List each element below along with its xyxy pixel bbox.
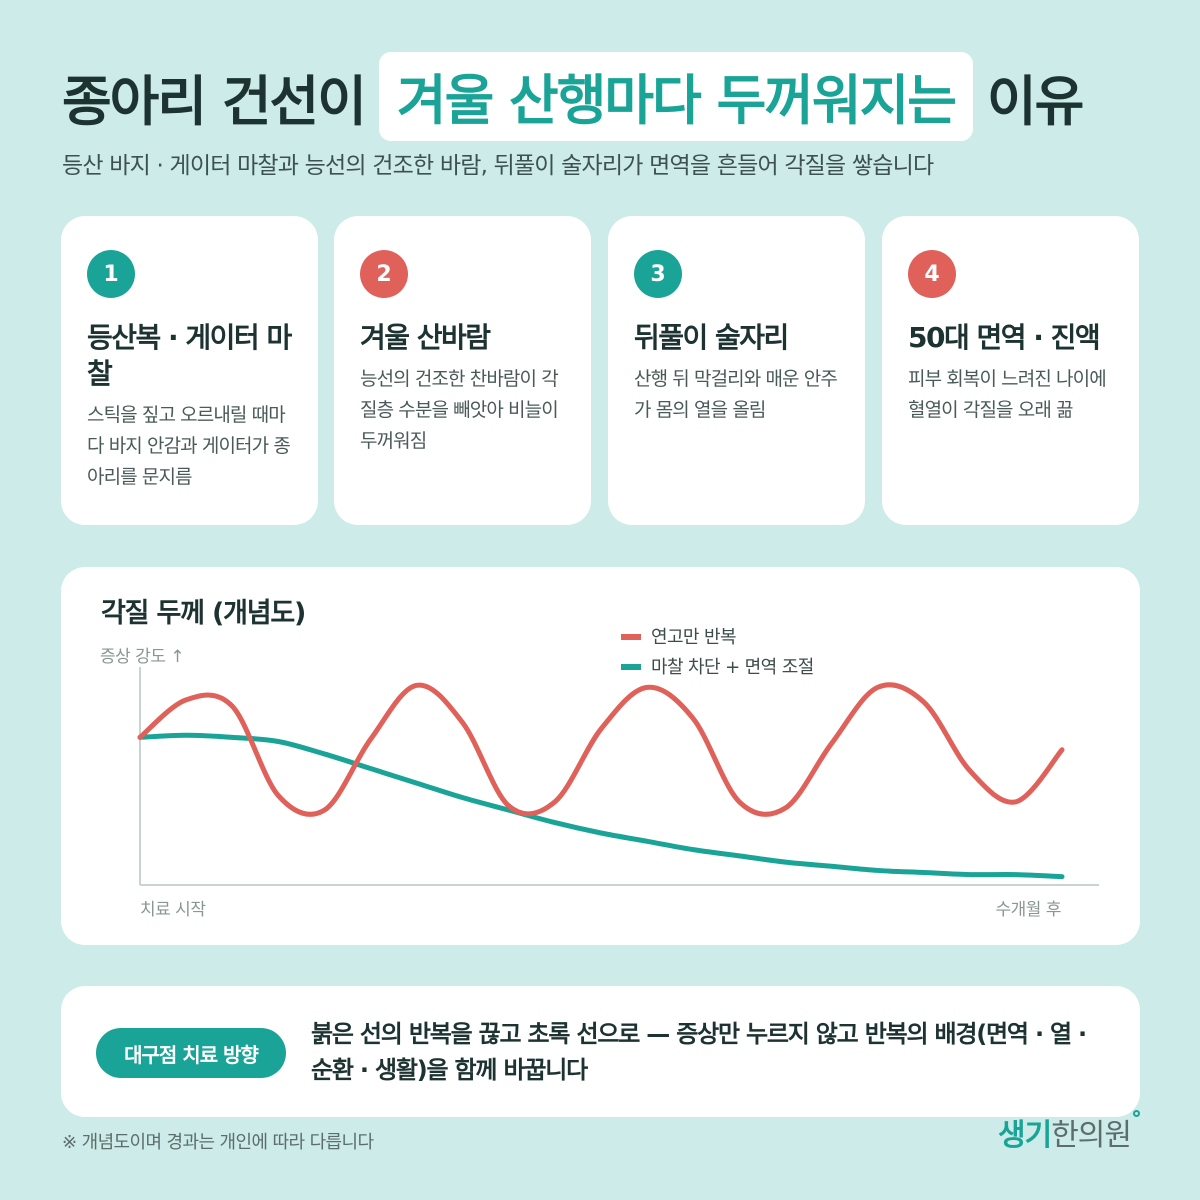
cause-card-4: 4 50대 면역 · 진액 피부 회복이 느려진 나이에 혈열이 각질을 오래 … bbox=[882, 216, 1139, 525]
card-number-badge: 3 bbox=[634, 250, 682, 298]
x-axis-end-label: 수개월 후 bbox=[996, 900, 1061, 920]
card-number-badge: 4 bbox=[908, 250, 956, 298]
card-description: 피부 회복이 느려진 나이에 혈열이 각질을 오래 끎 bbox=[908, 368, 1107, 421]
card-number-badge: 1 bbox=[87, 250, 135, 298]
card-title: 50대 면역 · 진액 bbox=[908, 321, 1101, 354]
cause-card-2: 2 겨울 산바람 능선의 건조한 찬바람이 각질층 수분을 빼앗아 비늘이 두꺼… bbox=[334, 216, 591, 525]
card-title: 등산복 · 게이터 마찰 bbox=[87, 321, 292, 390]
treatment-pill: 대구점 치료 방향 bbox=[96, 1028, 286, 1078]
logo-part2: 한의원 bbox=[1051, 1118, 1132, 1153]
card-title: 뒤풀이 술자리 bbox=[634, 321, 789, 354]
title-suffix: 이유 bbox=[986, 70, 1084, 133]
treatment-text: 붉은 선의 반복을 끊고 초록 선으로 — 증상만 누르지 않고 반복의 배경(… bbox=[311, 1020, 1087, 1084]
title-highlight: 겨울 산행마다 두꺼워지는 bbox=[378, 52, 973, 141]
card-title: 겨울 산바람 bbox=[360, 321, 491, 354]
card-description: 스틱을 짚고 오르내릴 때마다 바지 안감과 게이터가 종아리를 문지름 bbox=[87, 404, 291, 488]
treatment-panel: 대구점 치료 방향 붉은 선의 반복을 끊고 초록 선으로 — 증상만 누르지 … bbox=[61, 986, 1140, 1117]
page-subtitle: 등산 바지 · 게이터 마찰과 능선의 건조한 바람, 뒤풀이 술자리가 면역을… bbox=[62, 153, 934, 179]
series-line-1 bbox=[137, 732, 1065, 880]
chart-title: 각질 두께 (개념도) bbox=[101, 598, 306, 629]
clinic-logo: 생기 한의원 bbox=[998, 1110, 1141, 1154]
logo-dot-icon bbox=[1133, 1110, 1141, 1117]
card-number-badge: 2 bbox=[360, 250, 408, 298]
logo-part1: 생기 bbox=[998, 1118, 1052, 1153]
card-description: 능선의 건조한 찬바람이 각질층 수분을 빼앗아 비늘이 두꺼워짐 bbox=[360, 368, 559, 452]
x-axis-start-label: 치료 시작 bbox=[140, 900, 206, 920]
series-line-0 bbox=[137, 682, 1065, 817]
card-description: 산행 뒤 막걸리와 매운 안주가 몸의 열을 올림 bbox=[634, 368, 838, 421]
cause-card-1: 1 등산복 · 게이터 마찰 스틱을 짚고 오르내릴 때마다 바지 안감과 게이… bbox=[61, 216, 318, 525]
title-prefix: 종아리 건선이 bbox=[62, 70, 367, 133]
legend-label-0: 연고만 반복 bbox=[651, 627, 736, 648]
y-axis-label: 증상 강도 ↑ bbox=[100, 647, 184, 667]
legend-label-1: 마찰 차단 + 면역 조절 bbox=[651, 657, 814, 678]
cause-card-3: 3 뒤풀이 술자리 산행 뒤 막걸리와 매운 안주가 몸의 열을 올림 bbox=[608, 216, 865, 525]
page-title: 종아리 건선이 겨울 산행마다 두꺼워지는 이유 bbox=[62, 52, 1084, 141]
footnote: ※ 개념도이며 경과는 개인에 따라 다릅니다 bbox=[62, 1132, 374, 1153]
